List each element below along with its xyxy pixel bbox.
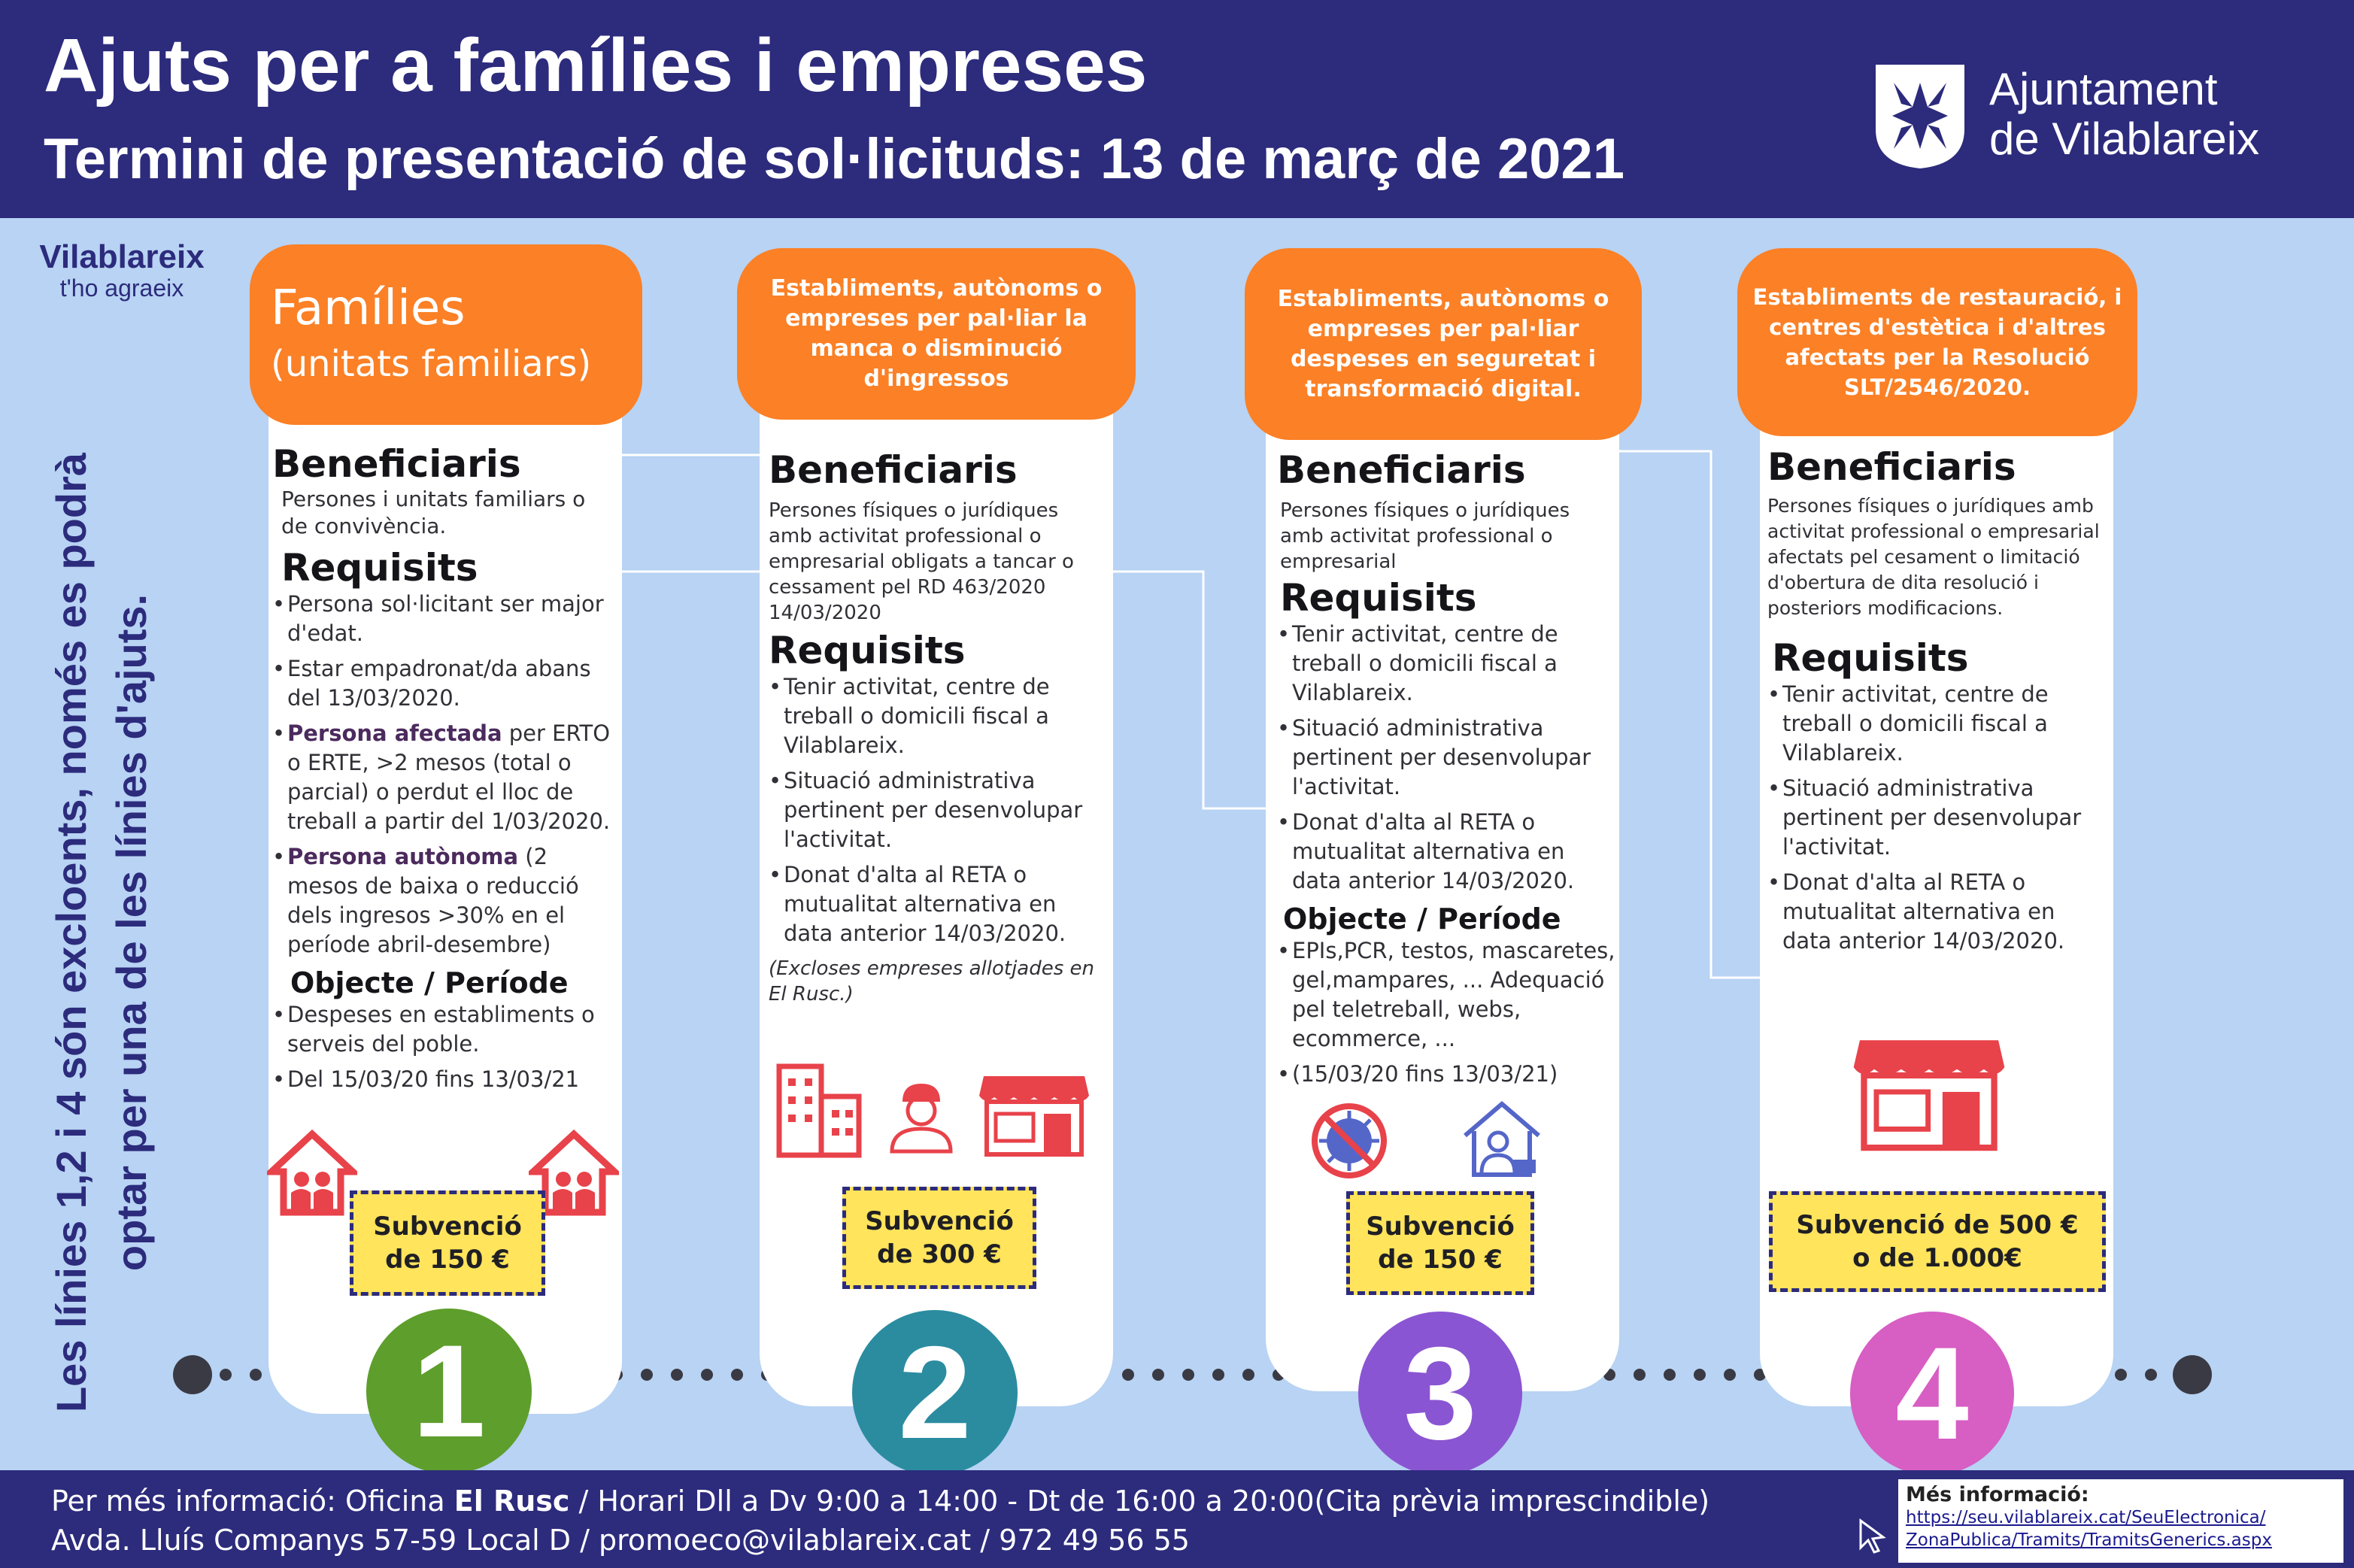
page-subtitle: Termini de presentació de sol·licituds: … xyxy=(44,127,1625,191)
timeline-dot xyxy=(1152,1369,1164,1381)
timeline-dot xyxy=(1212,1369,1224,1381)
timeline-dot xyxy=(1664,1369,1676,1381)
cursor-pointer-icon xyxy=(1859,1518,1886,1554)
house-family-icon xyxy=(267,1129,357,1216)
timeline-dot xyxy=(641,1369,653,1381)
more-info-link[interactable]: ZonaPublica/Tramits/TramitsGenerics.aspx xyxy=(1906,1530,2272,1550)
requisits-heading: Requisits xyxy=(281,546,478,590)
line-4-title: Establiments de restauració, i centres d… xyxy=(1752,284,2122,400)
objecte-heading: Objecte / Període xyxy=(1283,902,1561,936)
line-1-title: Famílies xyxy=(271,281,466,336)
requisit-item: Tenir activitat, centre de treball o dom… xyxy=(1767,680,2106,768)
beneficiaris-text: Persones físiques o jurídiques amb activ… xyxy=(1767,495,2100,619)
more-info-link[interactable]: https://seu.vilablareix.cat/SeuElectroni… xyxy=(1906,1508,2266,1527)
requisit-item: Persona sol·licitant ser major d'edat. xyxy=(272,590,618,648)
timeline-dot xyxy=(2115,1369,2127,1381)
requisit-item: Tenir activitat, centre de treball o dom… xyxy=(769,672,1111,760)
worker-icon xyxy=(890,1084,953,1154)
requisit-item: Situació administrativa pertinent per de… xyxy=(769,766,1111,854)
beneficiaris-heading: Beneficiaris xyxy=(769,448,1018,492)
requisit-item: Estar empadronat/da abans del 13/03/2020… xyxy=(272,654,618,713)
line-number-4: 4 xyxy=(1850,1312,2014,1475)
line-3-header: Establiments, autònoms o empreses per pa… xyxy=(1245,248,1642,440)
requisit-item: Persona autònoma (2 mesos de baixa o red… xyxy=(272,842,618,960)
line-number-1: 1 xyxy=(366,1309,532,1474)
objecte-item: (15/03/20 fins 13/03/21) xyxy=(1277,1060,1615,1089)
municipality-name: Ajuntament de Vilablareix xyxy=(1989,64,2260,164)
objecte-item: EPIs,PCR, testos, mascaretes, gel,mampar… xyxy=(1277,936,1615,1054)
objecte-item: Del 15/03/20 fins 13/03/21 xyxy=(272,1065,618,1094)
timeline-dot xyxy=(2173,1355,2212,1394)
line-4-body: Beneficiaris Persones físiques o jurídiq… xyxy=(1767,445,2113,962)
coat-of-arms-icon xyxy=(1876,65,1964,168)
requisits-heading: Requisits xyxy=(1772,636,1969,680)
footer-contact-line1: Per més informació: Oficina El Rusc / Ho… xyxy=(51,1485,1710,1518)
timeline-dot xyxy=(1242,1369,1254,1381)
building-icon xyxy=(776,1063,862,1158)
brand-tagline: t'ho agraeix xyxy=(59,274,184,302)
beneficiaris-heading: Beneficiaris xyxy=(1277,448,1526,492)
timeline-dot xyxy=(1634,1369,1646,1381)
line-3-body: Beneficiaris Persones físiques o jurídiq… xyxy=(1277,448,1623,1095)
requisit-item: Tenir activitat, centre de treball o dom… xyxy=(1277,620,1615,708)
beneficiaris-heading: Beneficiaris xyxy=(272,442,521,486)
requisit-item: Persona afectada per ERTO o ERTE, >2 mes… xyxy=(272,719,618,836)
more-info-box: Més informació: https://seu.vilablareix.… xyxy=(1897,1478,2345,1564)
timeline-dot xyxy=(220,1369,232,1381)
requisit-item: Donat d'alta al RETA o mutualitat altern… xyxy=(769,860,1111,948)
subvencio-badge: Subvenció de 500 € o de 1.000€ xyxy=(1769,1191,2106,1292)
telework-icon xyxy=(1464,1101,1540,1177)
line-number-3: 3 xyxy=(1358,1312,1522,1475)
requisit-item: Donat d'alta al RETA o mutualitat altern… xyxy=(1767,868,2106,956)
house-family-icon xyxy=(529,1129,619,1216)
shop-icon xyxy=(1853,1040,2005,1151)
timeline-dot xyxy=(1122,1369,1134,1381)
no-virus-icon xyxy=(1312,1103,1387,1178)
requisit-item: Situació administrativa pertinent per de… xyxy=(1767,774,2106,862)
requisits-heading: Requisits xyxy=(769,629,966,672)
page-title: Ajuts per a famílies i empreses xyxy=(44,23,1148,108)
beneficiaris-text: Persones i unitats familiars o de conviv… xyxy=(281,487,586,538)
line-2-body: Beneficiaris Persones físiques o jurídiq… xyxy=(769,448,1115,1007)
more-info-title: Més informació: xyxy=(1906,1483,2089,1506)
line-4-header: Establiments de restauració, i centres d… xyxy=(1737,248,2137,436)
timeline-dot xyxy=(250,1369,262,1381)
objecte-heading: Objecte / Període xyxy=(290,966,569,999)
requisit-item: Donat d'alta al RETA o mutualitat altern… xyxy=(1277,808,1615,896)
beneficiaris-text: Persones físiques o jurídiques amb activ… xyxy=(769,499,1074,624)
line-1-header: Famílies (unitats familiars) xyxy=(250,244,642,425)
timeline-dot xyxy=(2145,1369,2157,1381)
timeline-dot xyxy=(1182,1369,1194,1381)
line-number-2: 2 xyxy=(852,1310,1018,1475)
timeline-dot xyxy=(173,1355,212,1394)
timeline-dot xyxy=(671,1369,683,1381)
objecte-item: Despeses en establiments o serveis del p… xyxy=(272,1000,618,1059)
exclusion-footnote: (Excloses empreses allotjades en El Rusc… xyxy=(769,957,1095,1005)
shop-icon xyxy=(979,1076,1089,1157)
line-2-title: Establiments, autònoms o empreses per pa… xyxy=(770,275,1103,392)
timeline-dot xyxy=(1694,1369,1706,1381)
subvencio-badge: Subvenció de 150 € xyxy=(1346,1191,1534,1295)
subvencio-badge: Subvenció de 300 € xyxy=(842,1187,1036,1289)
subvencio-badge: Subvenció de 150 € xyxy=(350,1190,545,1296)
timeline-dot xyxy=(701,1369,713,1381)
brand-name: Vilablareix xyxy=(39,238,205,275)
line-3-title: Establiments, autònoms o empreses per pa… xyxy=(1277,285,1609,402)
beneficiaris-text: Persones físiques o jurídiques amb activ… xyxy=(1280,499,1570,573)
timeline-dot xyxy=(1724,1369,1736,1381)
line-1-body: Beneficiaris Persones i unitats familiar… xyxy=(272,442,626,1100)
beneficiaris-heading: Beneficiaris xyxy=(1767,445,2016,489)
requisits-heading: Requisits xyxy=(1280,576,1477,620)
line-1-subtitle: (unitats familiars) xyxy=(271,343,592,385)
timeline-dot xyxy=(731,1369,743,1381)
requisit-item: Situació administrativa pertinent per de… xyxy=(1277,714,1615,802)
vilablareix-logo: Vilablareix t'ho agraeix xyxy=(24,238,220,302)
footer-contact-line2: Avda. Lluís Companys 57-59 Local D / pro… xyxy=(51,1524,1190,1557)
line-2-header: Establiments, autònoms o empreses per pa… xyxy=(737,248,1136,420)
